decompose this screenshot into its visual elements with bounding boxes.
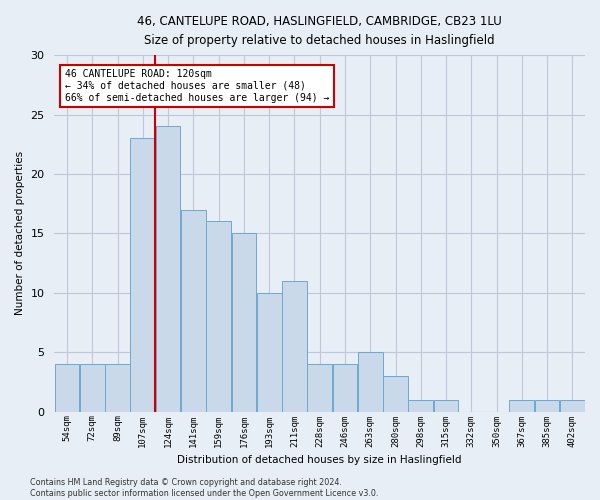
- Y-axis label: Number of detached properties: Number of detached properties: [15, 152, 25, 316]
- Text: 46 CANTELUPE ROAD: 120sqm
← 34% of detached houses are smaller (48)
66% of semi-: 46 CANTELUPE ROAD: 120sqm ← 34% of detac…: [65, 70, 329, 102]
- Bar: [358, 352, 383, 412]
- X-axis label: Distribution of detached houses by size in Haslingfield: Distribution of detached houses by size …: [178, 455, 462, 465]
- Bar: [535, 400, 559, 411]
- Bar: [509, 400, 534, 411]
- Bar: [130, 138, 155, 411]
- Bar: [80, 364, 104, 412]
- Bar: [105, 364, 130, 412]
- Bar: [409, 400, 433, 411]
- Bar: [257, 293, 281, 412]
- Bar: [434, 400, 458, 411]
- Title: 46, CANTELUPE ROAD, HASLINGFIELD, CAMBRIDGE, CB23 1LU
Size of property relative : 46, CANTELUPE ROAD, HASLINGFIELD, CAMBRI…: [137, 15, 502, 47]
- Bar: [332, 364, 358, 412]
- Bar: [181, 210, 206, 412]
- Bar: [383, 376, 408, 412]
- Bar: [55, 364, 79, 412]
- Bar: [560, 400, 585, 411]
- Bar: [156, 126, 181, 412]
- Bar: [282, 281, 307, 411]
- Bar: [307, 364, 332, 412]
- Bar: [232, 234, 256, 412]
- Text: Contains HM Land Registry data © Crown copyright and database right 2024.
Contai: Contains HM Land Registry data © Crown c…: [30, 478, 379, 498]
- Bar: [206, 222, 231, 412]
